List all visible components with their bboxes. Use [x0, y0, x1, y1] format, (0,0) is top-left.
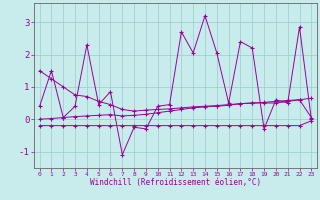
X-axis label: Windchill (Refroidissement éolien,°C): Windchill (Refroidissement éolien,°C): [90, 178, 261, 187]
